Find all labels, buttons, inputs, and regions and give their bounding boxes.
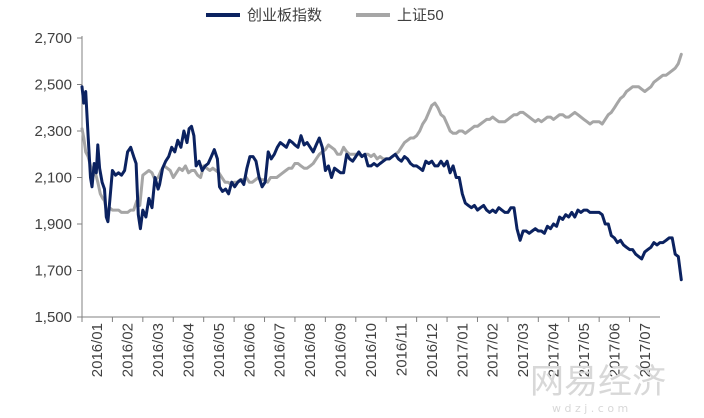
x-tick-label: 2017/03	[515, 323, 532, 377]
x-tick-label: 2016/01	[89, 323, 106, 377]
x-tick-label: 2017/06	[606, 323, 623, 377]
x-tick-label: 2016/11	[393, 323, 410, 376]
y-tick-label: 2,300	[34, 123, 72, 140]
x-tick-label: 2016/09	[333, 323, 350, 377]
x-tick-label: 2017/02	[485, 323, 502, 377]
x-tick-label: 2016/04	[180, 323, 197, 377]
x-tick-label: 2016/08	[302, 323, 319, 377]
y-tick-label: 1,700	[34, 263, 72, 280]
y-tick-label: 2,700	[34, 30, 72, 47]
legend-label-sse50: 上证50	[397, 7, 444, 24]
x-tick-label: 2016/10	[363, 323, 380, 377]
y-tick-label: 2,500	[34, 77, 72, 94]
x-tick-label: 2017/07	[637, 323, 654, 377]
x-tick-label: 2016/12	[424, 323, 441, 377]
x-tick-label: 2017/01	[454, 323, 471, 377]
watermark-logo-text: 网易经济	[530, 362, 666, 402]
x-tick-label: 2017/04	[546, 323, 563, 377]
x-tick-label: 2016/06	[241, 323, 258, 377]
x-tick-label: 2016/03	[150, 323, 167, 377]
legend-label-chinext: 创业板指数	[247, 6, 322, 24]
watermark-url-text: w d z j . c o m	[552, 402, 628, 415]
y-tick-label: 1,500	[34, 309, 72, 326]
x-tick-label: 2016/02	[120, 323, 137, 377]
y-tick-label: 2,100	[34, 170, 72, 187]
x-axis: 2016/01 2016/02 2016/03 2016/04 2016/05 2016/…	[81, 316, 660, 377]
series-line-chinext	[80, 85, 683, 282]
legend: 创业板指数 上证50	[206, 6, 444, 24]
series-layer	[80, 52, 683, 282]
watermark: 网易经济 w d z j . c o m	[530, 362, 666, 415]
y-tick-label: 1,900	[34, 216, 72, 233]
x-tick-label: 2016/05	[211, 323, 228, 377]
x-tick-label: 2016/07	[272, 323, 289, 377]
series-line-sse50	[80, 52, 683, 217]
x-tick-label: 2017/05	[576, 323, 593, 377]
y-axis: 1,500 1,700 1,900 2,100 2,300 2,500 2,700	[34, 30, 83, 326]
